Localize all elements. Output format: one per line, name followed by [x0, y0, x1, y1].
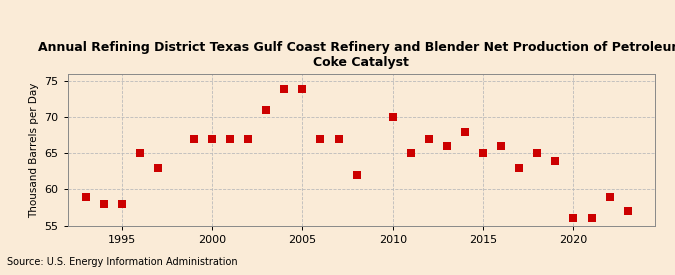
Point	[225, 137, 236, 141]
Point	[604, 194, 615, 199]
Point	[116, 202, 127, 206]
Point	[622, 209, 633, 213]
Point	[80, 194, 91, 199]
Point	[460, 130, 470, 134]
Point	[387, 115, 398, 120]
Point	[99, 202, 109, 206]
Point	[261, 108, 271, 112]
Point	[586, 216, 597, 221]
Point	[207, 137, 217, 141]
Point	[406, 151, 416, 156]
Point	[134, 151, 145, 156]
Point	[423, 137, 434, 141]
Point	[441, 144, 452, 148]
Point	[279, 86, 290, 91]
Point	[333, 137, 344, 141]
Point	[495, 144, 506, 148]
Point	[297, 86, 308, 91]
Point	[568, 216, 579, 221]
Title: Annual Refining District Texas Gulf Coast Refinery and Blender Net Production of: Annual Refining District Texas Gulf Coas…	[38, 41, 675, 69]
Point	[532, 151, 543, 156]
Point	[315, 137, 326, 141]
Point	[243, 137, 254, 141]
Point	[478, 151, 489, 156]
Y-axis label: Thousand Barrels per Day: Thousand Barrels per Day	[29, 82, 38, 218]
Point	[514, 166, 524, 170]
Point	[188, 137, 199, 141]
Point	[153, 166, 163, 170]
Text: Source: U.S. Energy Information Administration: Source: U.S. Energy Information Administ…	[7, 257, 238, 267]
Point	[351, 173, 362, 177]
Point	[550, 158, 561, 163]
